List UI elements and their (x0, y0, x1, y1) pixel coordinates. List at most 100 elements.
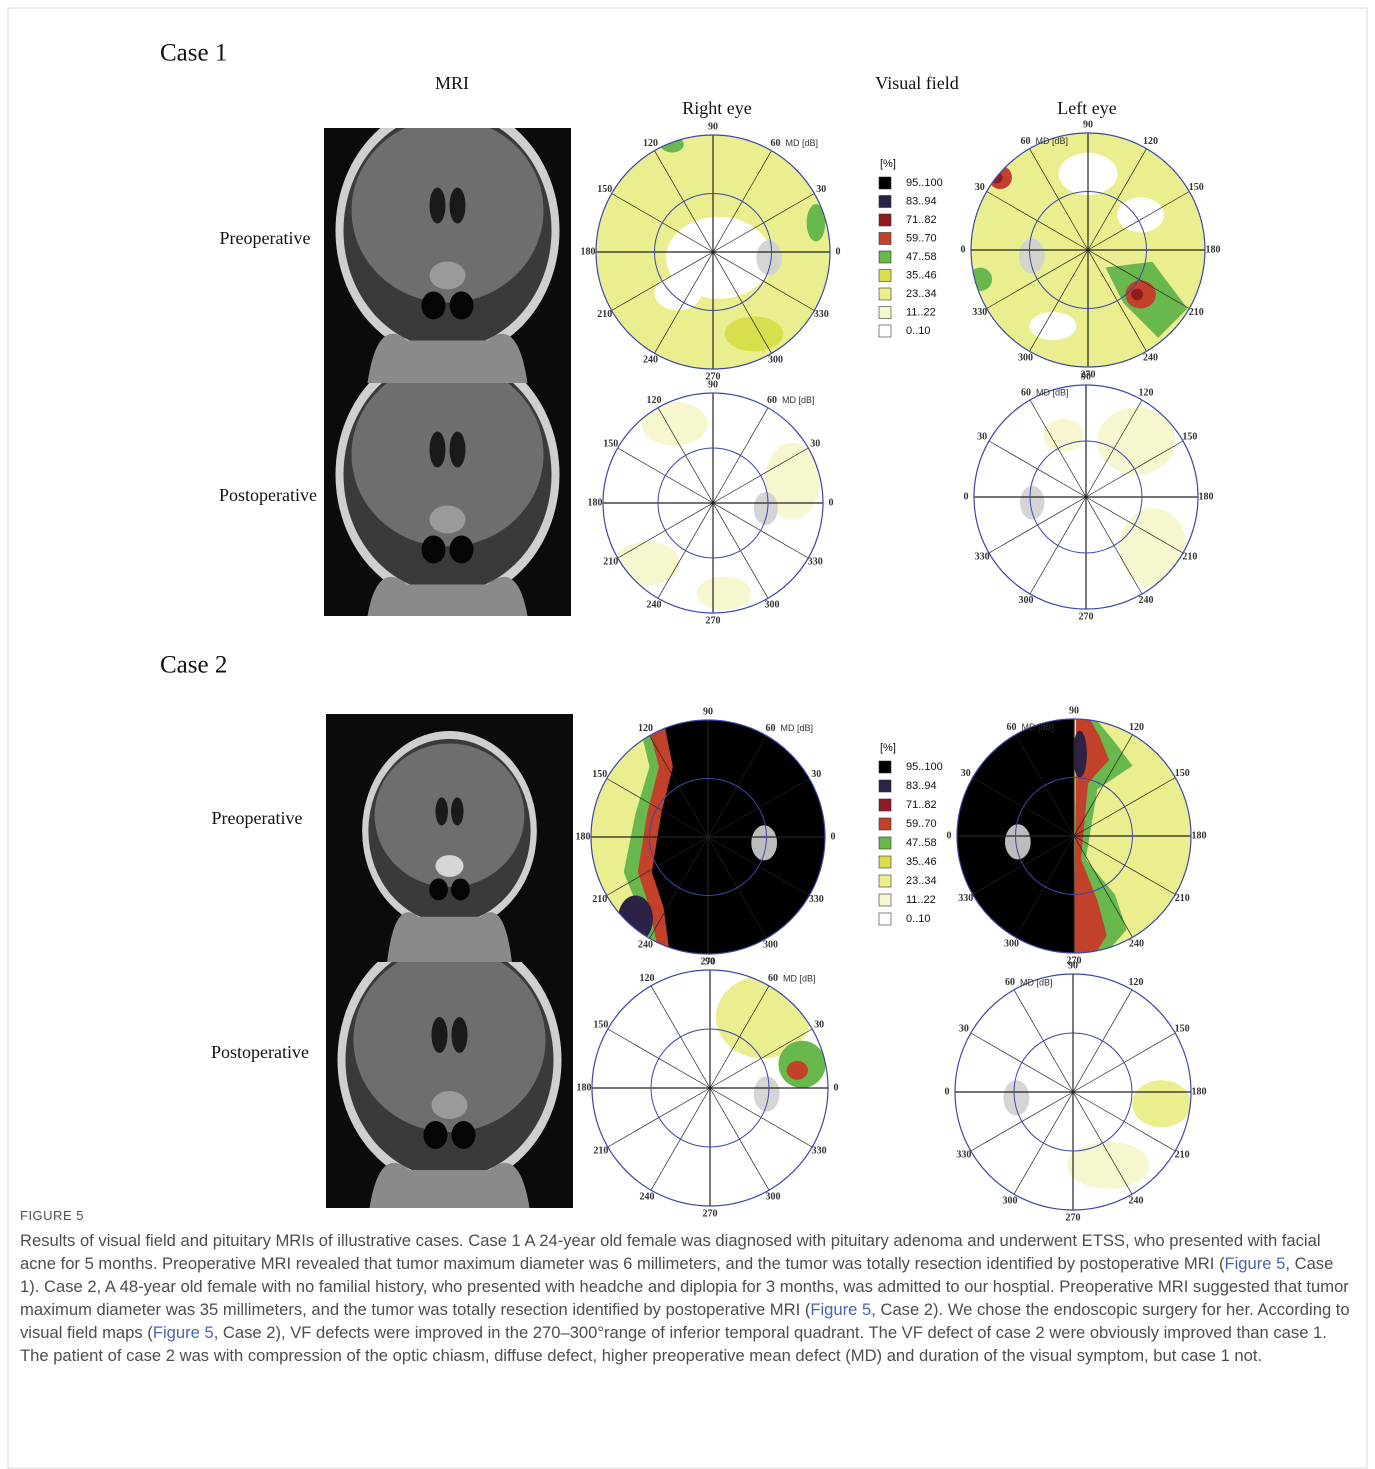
sinus (422, 292, 446, 320)
legend-swatch (879, 780, 891, 792)
legend-swatch (879, 307, 891, 319)
mri-content (326, 932, 573, 1208)
field-patch (1043, 419, 1083, 453)
field-patch (1073, 731, 1087, 778)
legend-swatch (879, 196, 891, 208)
angle-label: 240 (1129, 939, 1144, 950)
md-label: MD [dB] (786, 138, 819, 148)
md-label: MD [dB] (1036, 136, 1069, 146)
legend-label: 95..100 (906, 761, 943, 773)
visual-field-plot: 0306090120150180210240270300330MD [dB] (934, 696, 1207, 977)
visual-field-plot: 0306090120150180210240270300330MD [dB] (961, 119, 1221, 380)
angle-label: 0 (834, 1082, 839, 1093)
md-label: MD [dB] (1036, 387, 1069, 397)
ventricle (435, 797, 447, 825)
angle-label: 150 (1189, 182, 1204, 193)
row-label: Postoperative (211, 1042, 309, 1062)
legend: [%]95..10083..9471..8259..7047..5835..46… (879, 158, 943, 337)
case-title: Case 2 (160, 652, 227, 679)
legend-swatch (879, 270, 891, 282)
legend-label: 0..10 (906, 325, 930, 337)
angle-label: 90 (1068, 960, 1078, 971)
angle-label: 90 (703, 706, 713, 717)
angle-label: 0 (831, 831, 836, 842)
field-patch (660, 136, 683, 152)
angle-label: 120 (647, 395, 662, 406)
field-patch (1131, 289, 1143, 301)
angle-label: 240 (640, 1191, 655, 1202)
legend-label: 47..58 (906, 251, 937, 263)
legend-swatch (879, 233, 891, 245)
md-label: MD [dB] (782, 395, 815, 405)
sinus (450, 536, 474, 564)
field-patch (725, 316, 784, 351)
angle-label: 330 (814, 309, 829, 320)
angle-label: 210 (1175, 893, 1190, 904)
legend-swatch (879, 288, 891, 300)
legend-label: 71..82 (906, 799, 937, 811)
angle-label: 210 (603, 556, 618, 567)
angle-label: 210 (1182, 551, 1197, 562)
angle-label: 180 (576, 831, 591, 842)
angle-label: 240 (647, 599, 662, 610)
blind-spot (754, 1076, 780, 1111)
angle-label: 300 (1003, 1195, 1018, 1206)
angle-label: 210 (597, 309, 612, 320)
figure-page: Case 1 MRI Visual field Right eye Left e… (0, 0, 1375, 1469)
field-patch (642, 402, 708, 446)
sinus (452, 1121, 476, 1149)
blind-spot (1003, 1080, 1029, 1115)
legend-label: 23..34 (906, 875, 937, 887)
neck (387, 912, 512, 962)
angle-label: 330 (975, 551, 990, 562)
column-header: Left eye (1057, 98, 1116, 118)
caption-text: Results of visual field and pituitary MR… (20, 1229, 1355, 1367)
field-map (614, 402, 820, 610)
sinus (450, 292, 474, 320)
angle-label: 30 (975, 182, 985, 193)
figure-link[interactable]: Figure 5 (810, 1300, 871, 1319)
ventricle (450, 188, 466, 224)
md-label: MD [dB] (783, 973, 816, 983)
angle-label: 180 (581, 246, 596, 257)
angle-label: 0 (947, 830, 952, 841)
sinus (424, 1121, 448, 1149)
angle-label: 300 (1019, 595, 1034, 606)
angle-label: 90 (705, 956, 715, 967)
legend-swatch (879, 799, 891, 811)
mri-image (324, 347, 571, 617)
sinus (422, 536, 446, 564)
angle-label: 180 (1206, 244, 1221, 255)
angle-label: 150 (597, 184, 612, 195)
angle-label: 0 (961, 244, 966, 255)
ventricle (430, 188, 446, 224)
angle-label: 120 (1143, 136, 1158, 147)
mri-content (326, 714, 573, 962)
legend-label: 35..46 (906, 269, 937, 281)
angle-label: 270 (1079, 611, 1094, 622)
blind-spot (1005, 824, 1031, 859)
angle-label: 270 (706, 615, 721, 626)
angle-label: 330 (809, 894, 824, 905)
legend-swatch (879, 177, 891, 189)
mri-image (326, 932, 573, 1208)
angle-label: 30 (810, 438, 820, 449)
angle-label: 30 (961, 768, 971, 779)
angle-label: 120 (638, 723, 653, 734)
angle-label: 120 (643, 138, 658, 149)
figure-link[interactable]: Figure 5 (1224, 1254, 1285, 1273)
angle-label: 90 (1083, 119, 1093, 130)
angle-label: 60 (1007, 722, 1017, 733)
legend-label: 59..70 (906, 818, 937, 830)
angle-label: 150 (592, 769, 607, 780)
legend-swatch (879, 837, 891, 849)
angle-label: 180 (588, 497, 603, 508)
figure-link[interactable]: Figure 5 (153, 1323, 214, 1342)
angle-label: 30 (814, 1019, 824, 1030)
field-patch (1132, 1080, 1191, 1127)
angle-label: 300 (1018, 353, 1033, 364)
angle-label: 180 (1199, 491, 1214, 502)
angle-label: 60 (766, 723, 776, 734)
legend-swatch (879, 214, 891, 226)
